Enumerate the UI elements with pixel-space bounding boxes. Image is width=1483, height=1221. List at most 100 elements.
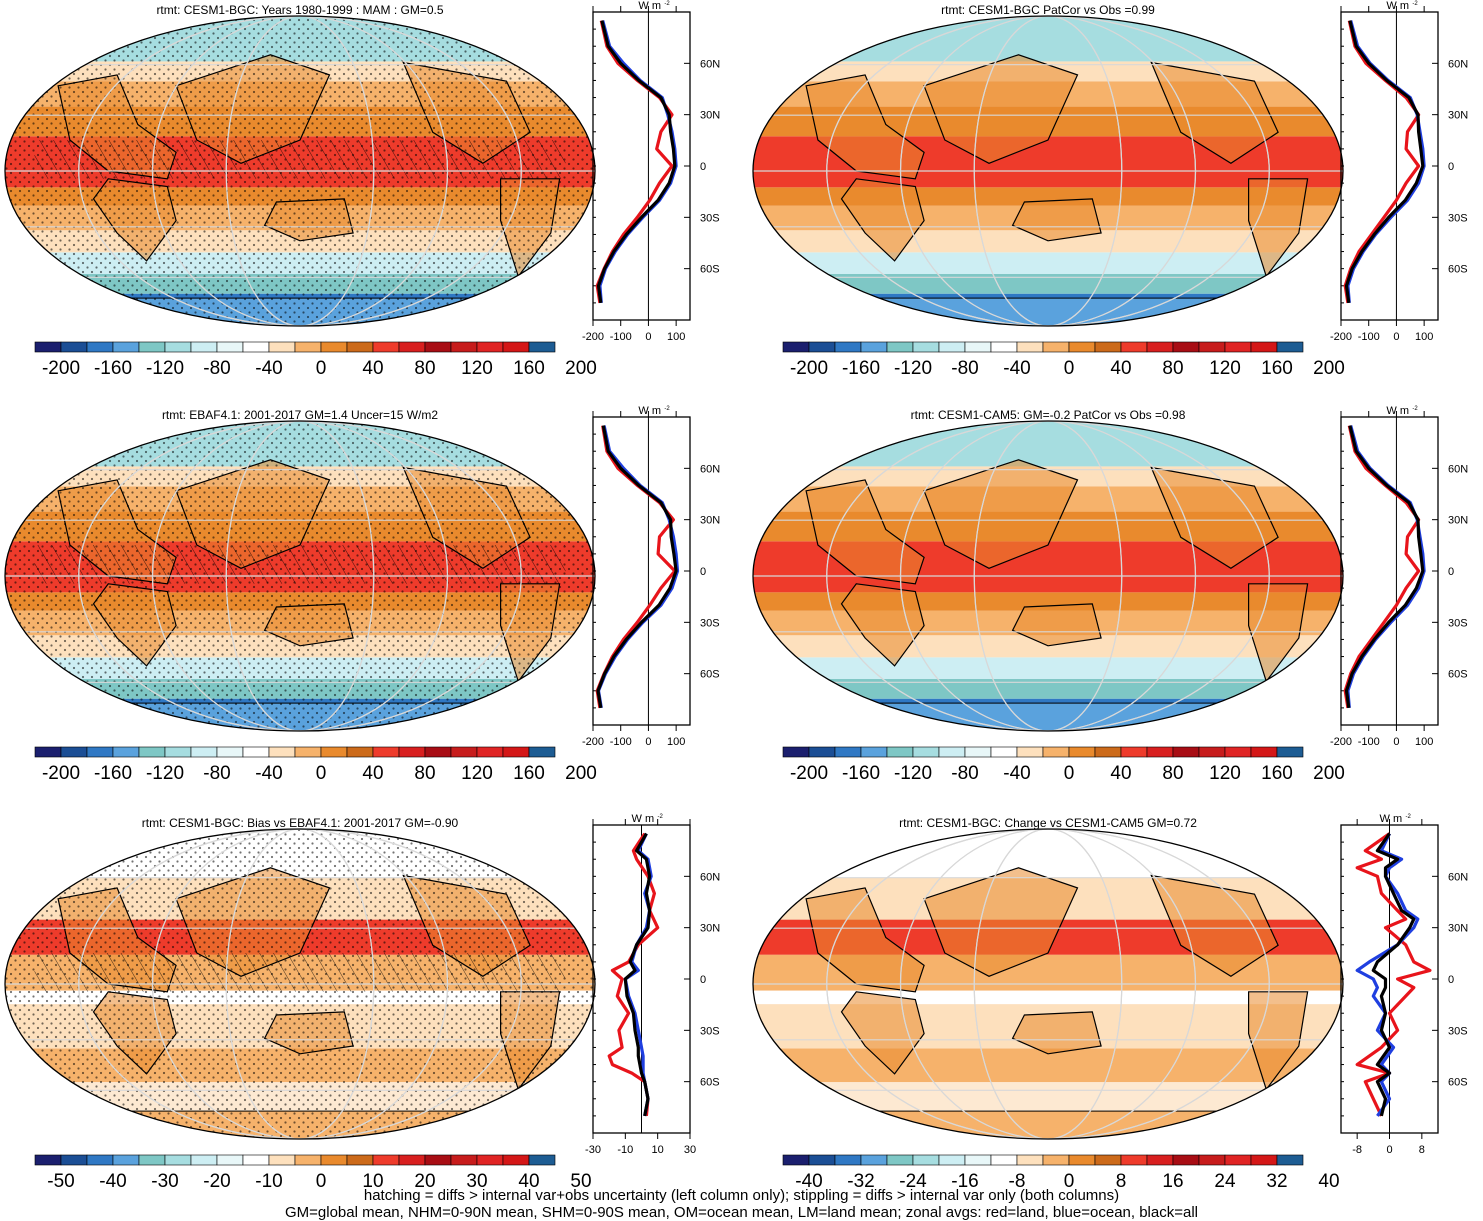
colorbar-box bbox=[886, 341, 914, 353]
panel-4: rtmt: CESM1-CAM5: GM=-0.2 PatCor vs Obs … bbox=[752, 405, 1468, 784]
colorbar-label: -20 bbox=[203, 1171, 230, 1192]
colorbar-label: -200 bbox=[42, 763, 80, 784]
colorbar-box bbox=[528, 341, 556, 353]
ocean-band bbox=[753, 421, 1343, 467]
colorbar-label: 200 bbox=[1313, 358, 1345, 379]
x-tick-label: -200 bbox=[1330, 331, 1352, 343]
lat-label: 30N bbox=[1448, 515, 1468, 527]
colorbar-box bbox=[860, 746, 888, 758]
colorbar-label: -50 bbox=[47, 1171, 74, 1192]
colorbar-box bbox=[138, 1154, 166, 1166]
colorbar-label: 40 bbox=[518, 1171, 539, 1192]
x-tick-label: 0 bbox=[645, 331, 651, 343]
colorbar-label: 10 bbox=[362, 1171, 383, 1192]
zonal-ocean-series bbox=[1346, 425, 1426, 709]
x-tick-label: -30 bbox=[585, 1144, 601, 1156]
ocean-band bbox=[753, 252, 1343, 275]
x-tick-label: 100 bbox=[667, 736, 685, 748]
colorbar-box bbox=[1172, 746, 1200, 758]
colorbar-label: -30 bbox=[151, 1171, 178, 1192]
panel-title: rtmt: CESM1-BGC: Years 1980-1999 : MAM :… bbox=[156, 3, 443, 17]
colorbar-label: -40 bbox=[255, 763, 282, 784]
graticule-meridian bbox=[78, 16, 522, 326]
map bbox=[753, 421, 1343, 731]
zonal-units-sup: -2 bbox=[1406, 814, 1412, 820]
colorbar-box bbox=[164, 341, 192, 353]
graticule-meridian bbox=[899, 829, 1197, 1139]
colorbar-box bbox=[834, 341, 862, 353]
colorbar-box bbox=[346, 341, 374, 353]
x-tick-label: -200 bbox=[1330, 736, 1352, 748]
colorbar-label: -80 bbox=[203, 358, 230, 379]
colorbar-box bbox=[1198, 341, 1226, 353]
colorbar-box bbox=[476, 746, 504, 758]
colorbar-box bbox=[938, 746, 966, 758]
x-tick-label: 0 bbox=[1386, 1144, 1392, 1156]
colorbar-label: 120 bbox=[1209, 763, 1241, 784]
hatching bbox=[34, 545, 566, 584]
colorbar-box bbox=[372, 746, 400, 758]
colorbar-box bbox=[938, 341, 966, 353]
lat-label: 30N bbox=[700, 110, 720, 122]
colorbar-box bbox=[424, 1154, 452, 1166]
zonal-units: W m bbox=[1386, 0, 1409, 12]
colorbar-label: 0 bbox=[1064, 1171, 1075, 1192]
colorbar-label: 80 bbox=[1162, 358, 1183, 379]
colorbar-label: -8 bbox=[1009, 1171, 1026, 1192]
zonal-units: W m bbox=[638, 0, 661, 12]
colorbar-label: -24 bbox=[899, 1171, 927, 1192]
colorbar-box bbox=[834, 746, 862, 758]
colorbar-box bbox=[294, 1154, 322, 1166]
colorbar-box bbox=[1042, 341, 1070, 353]
graticule-meridian bbox=[225, 421, 375, 731]
graticule-meridian bbox=[225, 16, 375, 326]
zonal-units-sup: -2 bbox=[1412, 1, 1418, 7]
colorbar-box bbox=[268, 341, 296, 353]
colorbar-label: -120 bbox=[894, 763, 932, 784]
colorbar-box bbox=[242, 1154, 270, 1166]
colorbar-label: 120 bbox=[461, 763, 493, 784]
colorbar-box bbox=[372, 341, 400, 353]
lat-label: 30N bbox=[700, 515, 720, 527]
panel-title: rtmt: CESM1-BGC: Bias vs EBAF4.1: 2001-2… bbox=[142, 816, 459, 830]
hatching bbox=[34, 140, 566, 179]
x-tick-label: -100 bbox=[610, 331, 632, 343]
zonal-all-series bbox=[596, 425, 678, 709]
x-tick-label: 100 bbox=[667, 331, 685, 343]
colorbar-box bbox=[1120, 341, 1148, 353]
x-tick-label: 8 bbox=[1419, 1144, 1425, 1156]
colorbar-box bbox=[372, 1154, 400, 1166]
colorbar-label: 40 bbox=[1110, 763, 1131, 784]
colorbar-box bbox=[912, 1154, 940, 1166]
x-tick-label: 0 bbox=[1393, 736, 1399, 748]
graticule-meridian bbox=[151, 16, 449, 326]
colorbar-box bbox=[216, 341, 244, 353]
colorbar-box bbox=[268, 746, 296, 758]
colorbar-box bbox=[1224, 746, 1252, 758]
colorbar-label: -200 bbox=[790, 763, 828, 784]
colorbar-box bbox=[424, 341, 452, 353]
x-tick-label: -8 bbox=[1352, 1144, 1362, 1156]
colorbar-label: -80 bbox=[203, 763, 230, 784]
colorbar-box bbox=[1276, 746, 1304, 758]
colorbar-box bbox=[990, 341, 1018, 353]
colorbar-label: 200 bbox=[565, 358, 597, 379]
colorbar-box bbox=[450, 341, 478, 353]
colorbar-box bbox=[886, 1154, 914, 1166]
panel-title: rtmt: CESM1-BGC: Change vs CESM1-CAM5 GM… bbox=[899, 816, 1197, 830]
ocean-band bbox=[753, 679, 1343, 699]
colorbar-label: -40 bbox=[795, 1171, 822, 1192]
colorbar-box bbox=[912, 341, 940, 353]
graticule-meridian bbox=[78, 421, 522, 731]
colorbar-box bbox=[476, 1154, 504, 1166]
map-border bbox=[4, 828, 596, 1140]
colorbar-box bbox=[782, 746, 810, 758]
colorbar-box bbox=[1250, 746, 1278, 758]
colorbar-box bbox=[242, 746, 270, 758]
zonal-units-sup: -2 bbox=[1412, 406, 1418, 412]
colorbar-box bbox=[1198, 1154, 1226, 1166]
colorbar-box bbox=[86, 1154, 114, 1166]
colorbar-label: 30 bbox=[466, 1171, 487, 1192]
panel-3: rtmt: EBAF4.1: 2001-2017 GM=1.4 Uncer=15… bbox=[4, 405, 720, 784]
lat-label: 0 bbox=[1448, 974, 1454, 986]
